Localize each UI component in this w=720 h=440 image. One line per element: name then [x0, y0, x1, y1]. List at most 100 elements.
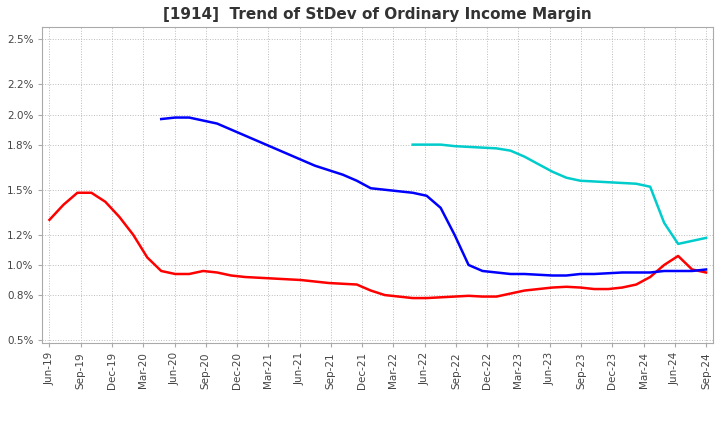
- 3 Years: [660, 262, 668, 268]
- 3 Years: [590, 286, 598, 292]
- 5 Years: [534, 272, 543, 277]
- 3 Years: [702, 270, 711, 275]
- 7 Years: [464, 144, 473, 150]
- 5 Years: [395, 189, 403, 194]
- 5 Years: [632, 270, 641, 275]
- 3 Years: [534, 286, 543, 292]
- 5 Years: [380, 187, 389, 192]
- 5 Years: [240, 133, 249, 138]
- 3 Years: [185, 271, 194, 277]
- 7 Years: [688, 238, 696, 244]
- 3 Years: [548, 285, 557, 290]
- 5 Years: [310, 163, 319, 169]
- 7 Years: [492, 146, 501, 151]
- 3 Years: [213, 270, 222, 275]
- 3 Years: [436, 295, 445, 300]
- 7 Years: [646, 184, 654, 189]
- 5 Years: [478, 268, 487, 274]
- 5 Years: [548, 273, 557, 278]
- 3 Years: [478, 294, 487, 299]
- 7 Years: [478, 145, 487, 150]
- 3 Years: [129, 232, 138, 238]
- 3 Years: [101, 199, 109, 205]
- 5 Years: [506, 271, 515, 277]
- 3 Years: [310, 279, 319, 284]
- 5 Years: [576, 271, 585, 277]
- 3 Years: [395, 294, 403, 299]
- 7 Years: [618, 180, 626, 186]
- 5 Years: [436, 205, 445, 210]
- 5 Years: [338, 172, 347, 177]
- 7 Years: [674, 241, 683, 246]
- 3 Years: [506, 291, 515, 296]
- 3 Years: [59, 202, 68, 207]
- 5 Years: [297, 157, 305, 162]
- 3 Years: [576, 285, 585, 290]
- 7 Years: [520, 154, 528, 159]
- 3 Years: [492, 294, 501, 299]
- 5 Years: [213, 121, 222, 126]
- 3 Years: [632, 282, 641, 287]
- 7 Years: [423, 142, 431, 147]
- Line: 7 Years: 7 Years: [413, 145, 706, 244]
- 7 Years: [702, 235, 711, 241]
- 3 Years: [688, 267, 696, 272]
- 5 Years: [646, 270, 654, 275]
- Line: 3 Years: 3 Years: [50, 193, 706, 298]
- 3 Years: [408, 295, 417, 301]
- 3 Years: [199, 268, 207, 274]
- 5 Years: [366, 186, 375, 191]
- 5 Years: [688, 268, 696, 274]
- 3 Years: [115, 214, 124, 220]
- 3 Years: [604, 286, 613, 292]
- 3 Years: [269, 276, 277, 281]
- 3 Years: [255, 275, 264, 280]
- 7 Years: [450, 143, 459, 149]
- 3 Years: [646, 275, 654, 280]
- 5 Years: [520, 271, 528, 277]
- 5 Years: [604, 271, 613, 276]
- 7 Years: [534, 161, 543, 167]
- 5 Years: [702, 267, 711, 272]
- 7 Years: [506, 148, 515, 153]
- Title: [1914]  Trend of StDev of Ordinary Income Margin: [1914] Trend of StDev of Ordinary Income…: [163, 7, 592, 22]
- 5 Years: [325, 168, 333, 173]
- 7 Years: [548, 169, 557, 174]
- Line: 5 Years: 5 Years: [161, 117, 706, 275]
- 5 Years: [408, 190, 417, 195]
- 5 Years: [227, 127, 235, 132]
- 3 Years: [227, 273, 235, 278]
- 5 Years: [423, 193, 431, 198]
- 5 Years: [171, 115, 179, 120]
- 3 Years: [366, 288, 375, 293]
- 3 Years: [87, 190, 96, 195]
- 7 Years: [590, 179, 598, 184]
- 3 Years: [618, 285, 626, 290]
- 3 Years: [143, 255, 152, 260]
- 3 Years: [520, 288, 528, 293]
- 5 Years: [660, 268, 668, 274]
- 7 Years: [604, 180, 613, 185]
- 7 Years: [408, 142, 417, 147]
- 3 Years: [283, 277, 292, 282]
- 3 Years: [338, 281, 347, 286]
- 5 Years: [590, 271, 598, 277]
- 7 Years: [660, 220, 668, 225]
- 5 Years: [199, 118, 207, 123]
- 5 Years: [255, 139, 264, 144]
- Legend: 3 Years, 5 Years, 7 Years, 10 Years: 3 Years, 5 Years, 7 Years, 10 Years: [168, 438, 588, 440]
- 5 Years: [450, 232, 459, 238]
- 5 Years: [464, 262, 473, 268]
- 5 Years: [353, 178, 361, 183]
- 3 Years: [562, 284, 571, 290]
- 3 Years: [380, 293, 389, 298]
- 5 Years: [674, 268, 683, 274]
- 7 Years: [436, 142, 445, 147]
- 3 Years: [171, 271, 179, 277]
- 5 Years: [185, 115, 194, 120]
- 3 Years: [297, 277, 305, 282]
- 5 Years: [618, 270, 626, 275]
- 3 Years: [45, 217, 54, 223]
- 5 Years: [283, 151, 292, 156]
- 3 Years: [674, 253, 683, 259]
